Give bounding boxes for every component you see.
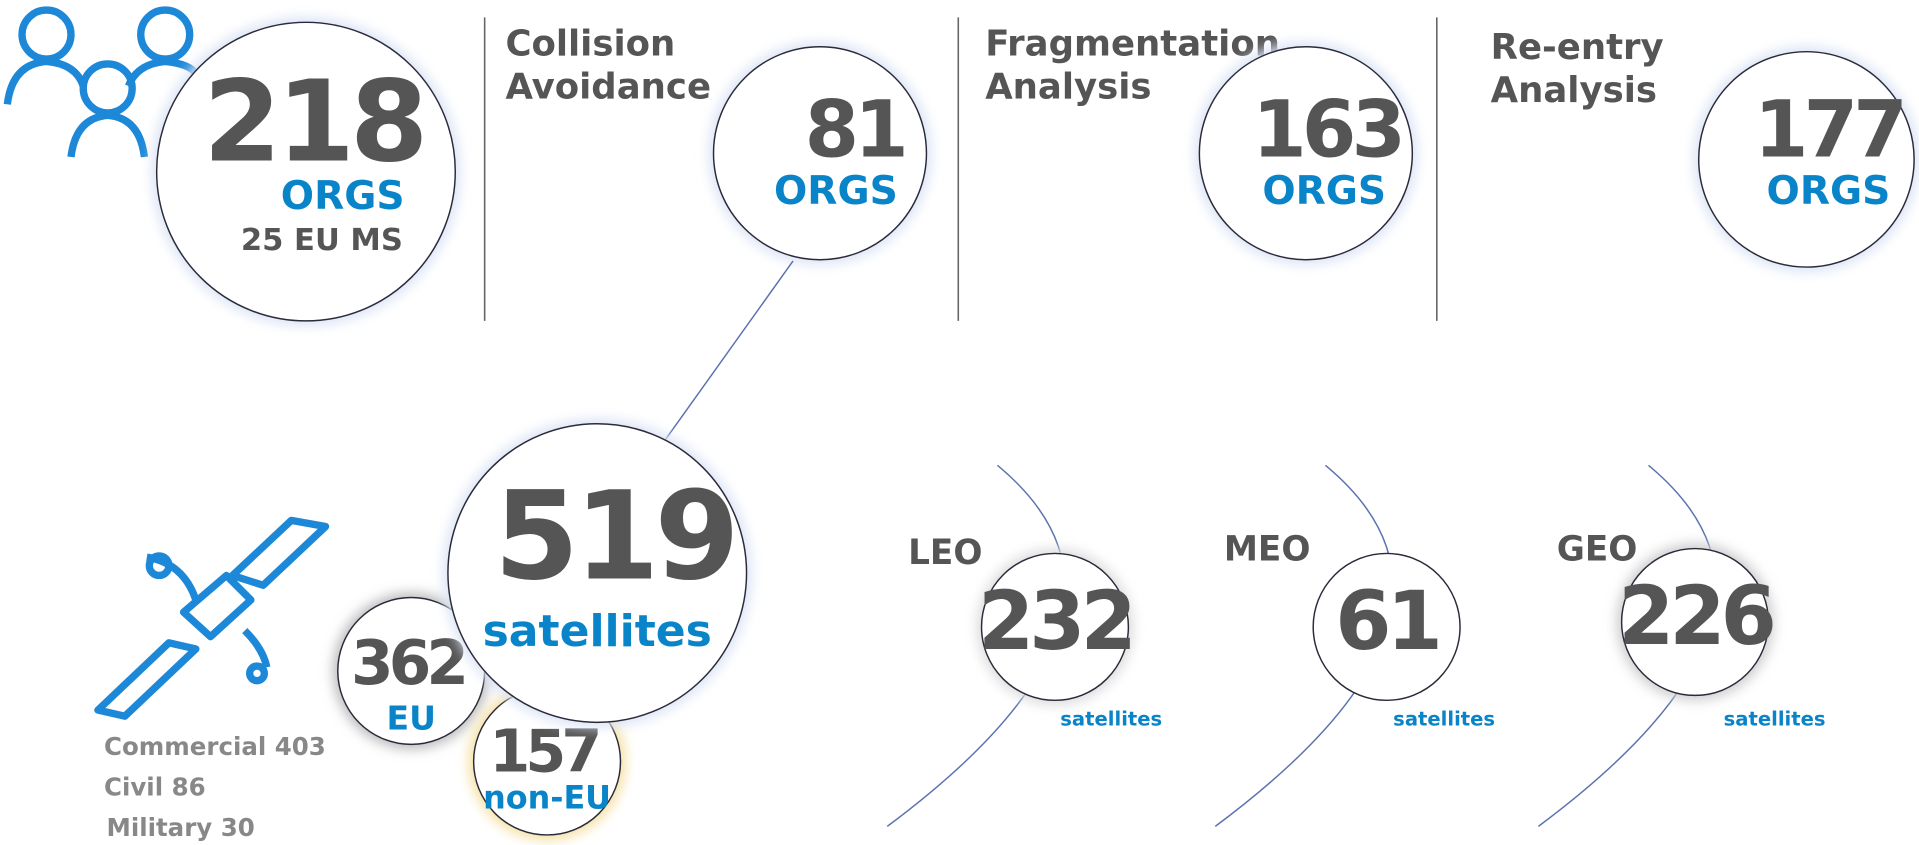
breakdown: Commercial 403 xyxy=(104,732,326,761)
service-unit: ORGS xyxy=(1767,169,1891,214)
people-icon xyxy=(3,6,199,158)
non-eu-label: non-EU xyxy=(483,778,611,816)
non-eu-count: 157 xyxy=(489,716,598,785)
service-title: Collision xyxy=(505,24,675,65)
service-circle xyxy=(712,46,928,261)
service-count: 163 xyxy=(1252,84,1401,175)
satellite-icon xyxy=(94,516,330,720)
orgs-note: 25 EU MS xyxy=(241,223,403,258)
orbit-unit: satellites xyxy=(1393,707,1495,730)
service-title: Analysis xyxy=(985,66,1151,107)
orbit-circle xyxy=(1312,552,1461,702)
service-unit: ORGS xyxy=(1262,169,1386,214)
service-count: 81 xyxy=(805,84,905,175)
orbit-circle xyxy=(980,552,1130,702)
connector xyxy=(663,260,794,442)
orbit-name: MEO xyxy=(1224,530,1311,570)
orbit: GEO 226 satellites xyxy=(1537,464,1826,827)
breakdown: Military 30 xyxy=(106,813,254,842)
orbit-circle xyxy=(1620,547,1770,697)
orbit-name: GEO xyxy=(1557,530,1638,570)
orgs-total: 218 xyxy=(203,56,423,188)
orbit-count: 226 xyxy=(1618,570,1773,664)
satellites-unit: satellites xyxy=(483,606,712,657)
satellites-circle xyxy=(447,422,748,724)
orbit: LEO 232 satellites xyxy=(886,464,1162,827)
service-title: Avoidance xyxy=(505,66,711,107)
satellites-total: 519 xyxy=(494,465,735,608)
eu-count: 362 xyxy=(351,628,464,699)
orgs-unit: ORGS xyxy=(281,174,405,219)
eu-label: EU xyxy=(387,698,436,737)
orbit-count: 232 xyxy=(978,575,1132,669)
service-unit: ORGS xyxy=(774,169,898,214)
service-title: Re-entry xyxy=(1491,27,1664,68)
service-circle xyxy=(1697,50,1915,268)
breakdown: Civil 86 xyxy=(104,772,206,801)
service-title: Fragmentation xyxy=(985,24,1280,65)
service-title: Analysis xyxy=(1491,70,1657,111)
orbit-count: 61 xyxy=(1335,575,1438,669)
service-count: 177 xyxy=(1754,84,1903,175)
orbit-unit: satellites xyxy=(1724,707,1826,730)
orgs-circle xyxy=(155,21,457,322)
orbit-name: LEO xyxy=(908,533,982,573)
orbit-unit: satellites xyxy=(1060,707,1162,730)
service-circle xyxy=(1198,46,1414,261)
orbit: MEO 61 satellites xyxy=(1214,464,1495,827)
